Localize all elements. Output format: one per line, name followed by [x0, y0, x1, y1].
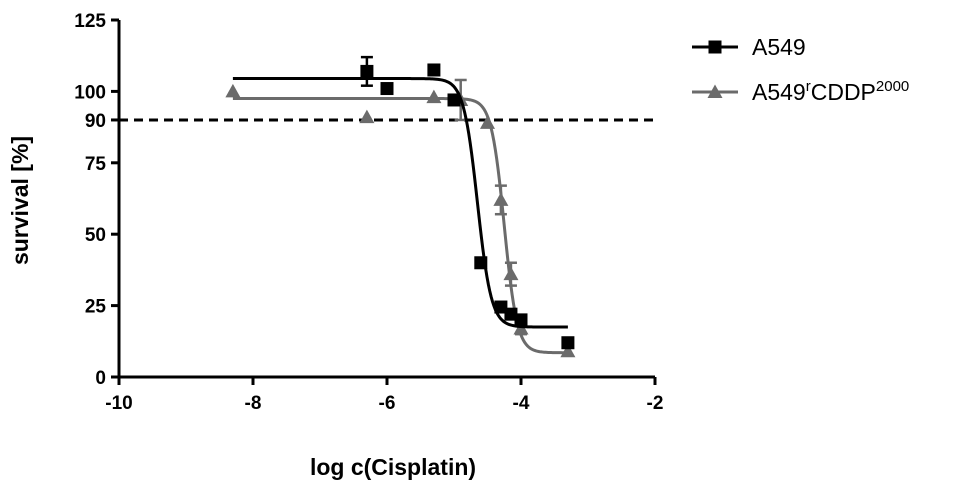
fit-curve — [232, 97, 568, 355]
legend-item-A549rCDDP2000: A549rCDDP2000 — [692, 78, 909, 105]
y-tick-label: 50 — [85, 225, 106, 246]
data-point — [447, 93, 461, 107]
x-axis-title: log c(Cisplatin) — [310, 454, 476, 480]
data-point — [427, 63, 441, 77]
legend-marker — [707, 84, 723, 98]
x-tick-label: -2 — [647, 393, 664, 414]
y-tick-label: 0 — [95, 368, 106, 389]
y-tick-label: 100 — [74, 82, 106, 103]
data-point — [480, 115, 495, 129]
data-point — [426, 89, 442, 104]
legend-item-A549: A549 — [692, 34, 806, 60]
axes: 0 25 50 75 90 100 125 -10 -8 -6 -4 -2 — [74, 11, 663, 414]
y-axis-title: survival [%] — [7, 136, 33, 265]
data-point — [494, 300, 508, 314]
y-tick-label: 75 — [85, 154, 107, 175]
legend-label: A549 — [752, 34, 806, 60]
x-tick-label: -6 — [379, 393, 396, 414]
data-point — [561, 336, 575, 350]
legend-label: A549rCDDP2000 — [752, 78, 909, 105]
data-point — [474, 256, 488, 270]
data-point — [493, 192, 509, 206]
x-tick-label: -4 — [513, 393, 530, 414]
data-point — [359, 109, 375, 124]
data-point — [504, 307, 518, 321]
fit-curve — [232, 77, 568, 329]
data-point — [560, 343, 576, 358]
y-tick-label: 125 — [74, 11, 106, 32]
data-point — [225, 83, 241, 98]
legend-marker — [708, 40, 722, 54]
y-tick-label: 25 — [85, 297, 107, 318]
data-point — [503, 266, 519, 281]
data-point — [380, 82, 394, 96]
y-tick-label: 90 — [85, 111, 106, 132]
series-A549 — [232, 55, 575, 350]
x-tick-label: -10 — [105, 393, 132, 414]
data-point — [360, 64, 374, 78]
plot-area — [119, 55, 655, 358]
data-point — [514, 313, 528, 327]
x-tick-label: -8 — [245, 393, 262, 414]
series-A549rCDDP2000 — [225, 78, 576, 358]
legend: A549 A549rCDDP2000 — [692, 34, 909, 105]
